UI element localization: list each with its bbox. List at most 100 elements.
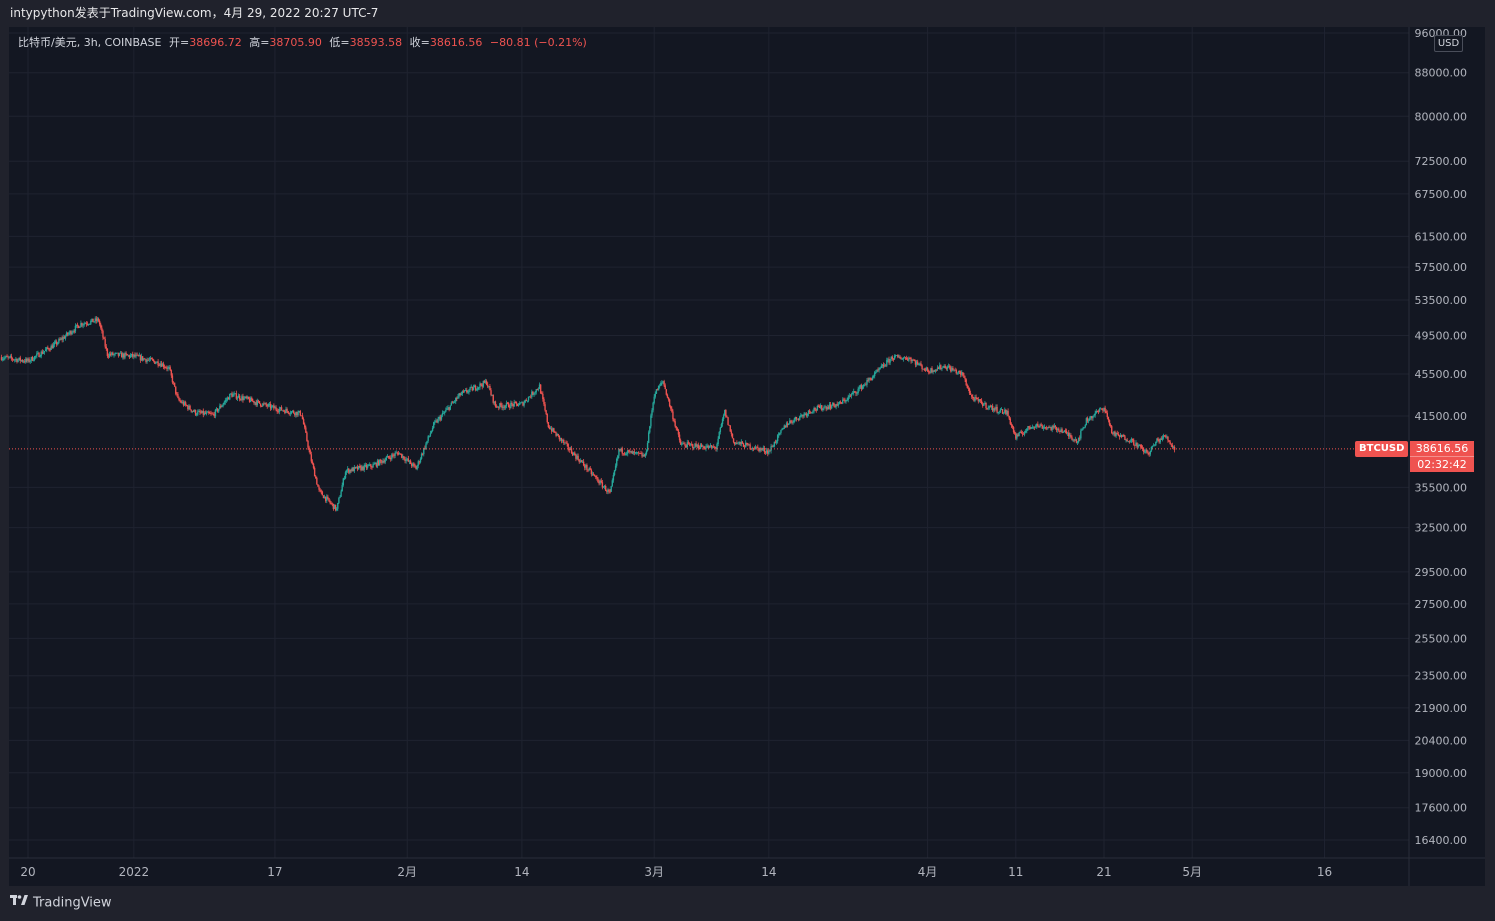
candle — [193, 409, 196, 413]
candle — [1160, 436, 1163, 440]
candle — [773, 441, 776, 448]
candle — [223, 400, 225, 406]
candle — [383, 458, 385, 464]
candle — [387, 455, 390, 459]
candle — [286, 407, 288, 413]
candle — [283, 409, 285, 412]
candle — [855, 391, 857, 397]
candle — [567, 443, 569, 452]
candle — [1119, 433, 1122, 438]
candle — [415, 465, 417, 470]
candle — [251, 396, 253, 402]
candle — [155, 361, 157, 365]
candle — [894, 354, 897, 358]
candle — [924, 367, 927, 372]
candle — [621, 446, 623, 456]
candle — [0, 354, 3, 361]
candle — [265, 402, 267, 407]
candle — [201, 410, 203, 414]
time-tick-label: 5月 — [1182, 865, 1202, 879]
candle — [334, 504, 337, 512]
candle — [995, 404, 997, 411]
candle — [750, 448, 752, 450]
candle — [106, 348, 109, 359]
candle — [137, 354, 139, 357]
candle — [378, 459, 381, 466]
candle — [214, 408, 217, 419]
candle — [191, 410, 193, 414]
candle — [742, 442, 745, 447]
candle — [263, 401, 265, 406]
candle — [349, 469, 351, 475]
price-tick-label: 45500.00 — [1415, 368, 1468, 381]
candle — [1011, 424, 1014, 430]
candle — [993, 408, 995, 413]
candle — [685, 444, 687, 448]
candle — [1103, 407, 1105, 413]
candle — [1059, 430, 1061, 434]
candle — [667, 396, 670, 402]
candle — [26, 357, 28, 363]
candle — [864, 382, 866, 387]
candle — [1002, 412, 1005, 415]
candle — [1049, 425, 1051, 428]
candle — [613, 469, 616, 477]
candle — [98, 319, 101, 327]
candle — [1071, 435, 1073, 441]
candle — [385, 455, 387, 461]
candle — [83, 321, 85, 327]
candle — [289, 410, 292, 417]
candle — [832, 402, 834, 406]
candle — [232, 392, 234, 397]
candle — [560, 437, 563, 444]
price-tick-label: 35500.00 — [1415, 481, 1468, 494]
candle — [786, 421, 789, 428]
candle — [797, 418, 800, 422]
candle — [111, 351, 113, 357]
candle — [59, 337, 61, 341]
candle — [332, 503, 335, 511]
candle — [592, 472, 595, 476]
candle — [211, 411, 213, 415]
candle — [304, 422, 306, 430]
currency-button[interactable]: USD — [1434, 35, 1463, 52]
candle — [435, 418, 437, 423]
candle — [275, 405, 277, 412]
candle — [1106, 410, 1109, 420]
candle — [164, 364, 166, 370]
candle — [923, 367, 925, 372]
candle — [510, 400, 512, 409]
candle — [665, 388, 668, 396]
price-scale: 96000.0088000.0080000.0072500.0067500.00… — [1415, 27, 1468, 847]
candle — [817, 404, 820, 408]
candle — [1068, 430, 1070, 440]
candle — [1125, 439, 1127, 443]
candle — [464, 388, 467, 392]
candle — [1139, 444, 1142, 448]
candle — [388, 455, 391, 460]
candle — [942, 365, 944, 369]
candle — [31, 355, 34, 362]
symbol-legend[interactable]: 比特币/美元, 3h, COINBASE 开=38696.72 高=38705.… — [18, 34, 587, 50]
candle — [62, 334, 64, 343]
candle — [238, 393, 241, 402]
candle — [112, 351, 114, 356]
candle — [837, 402, 840, 408]
candle — [578, 459, 580, 464]
candle — [776, 434, 779, 444]
candle — [1066, 432, 1069, 436]
price-tick-label: 88000.00 — [1415, 67, 1468, 80]
candle — [1095, 408, 1097, 414]
candle — [502, 404, 504, 411]
candle — [1099, 407, 1102, 410]
chart-pane[interactable] — [9, 27, 1485, 886]
candle — [376, 458, 379, 469]
candle — [326, 494, 328, 504]
candle — [910, 356, 912, 364]
footer-brand[interactable]: TradingView — [10, 893, 112, 913]
candle — [724, 409, 726, 416]
candle — [661, 379, 663, 386]
candle — [984, 400, 986, 405]
candle — [512, 403, 514, 410]
